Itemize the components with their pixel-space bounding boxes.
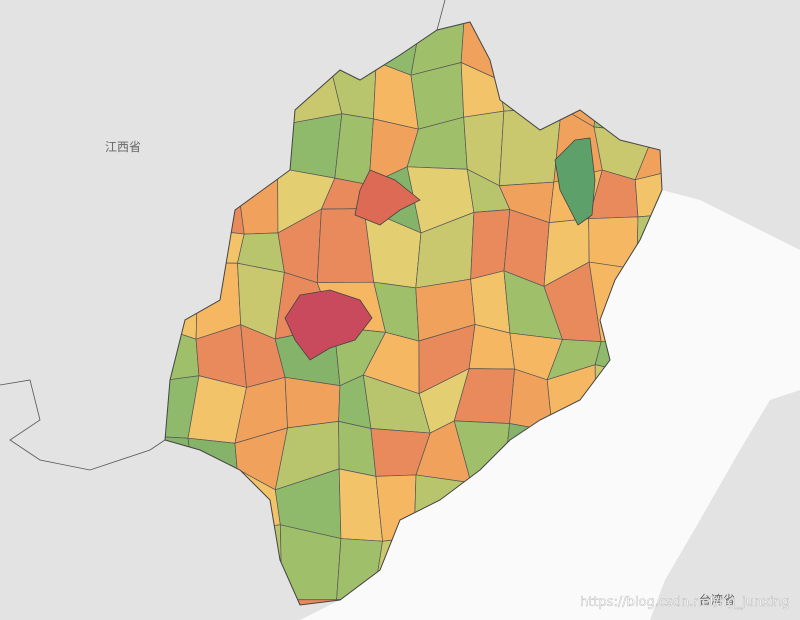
county-region bbox=[554, 137, 596, 226]
county-region bbox=[634, 163, 662, 218]
county-region bbox=[354, 169, 421, 226]
taiwan-land bbox=[650, 390, 800, 620]
county-region bbox=[470, 270, 511, 334]
county-region bbox=[284, 289, 373, 361]
province-label: 台湾省 bbox=[699, 592, 735, 607]
watermark: https://blog.csdn.net/ng_junxing bbox=[580, 595, 790, 610]
province-border bbox=[436, 0, 446, 31]
county-region bbox=[284, 376, 341, 429]
fujian-outline bbox=[164, 21, 663, 606]
county-region bbox=[338, 420, 377, 477]
province-border bbox=[0, 379, 166, 471]
province-label: 江西省 bbox=[105, 140, 141, 154]
county-region bbox=[281, 599, 337, 605]
sea bbox=[300, 190, 800, 620]
